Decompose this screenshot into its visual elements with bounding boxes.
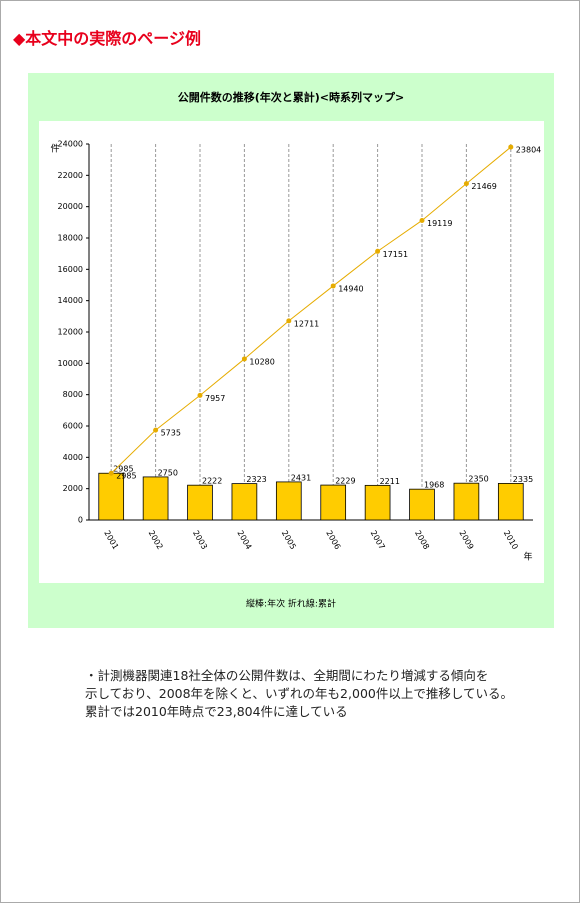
bar (142, 476, 169, 521)
line-label: 12711 (294, 319, 319, 328)
y-tick-label: 18000 (58, 234, 83, 243)
y-tick-label: 2000 (63, 484, 83, 493)
y-tick-label: 22000 (58, 171, 83, 180)
y-tick-label: 0 (78, 516, 83, 525)
chart-title: 公開件数の推移(年次と累計)<時系列マップ> (178, 90, 405, 104)
bar (320, 484, 347, 521)
y-tick-label: 10000 (58, 359, 83, 368)
y-tick-label: 4000 (63, 453, 83, 462)
bar (409, 488, 435, 521)
bar (453, 482, 480, 521)
line-marker (463, 181, 469, 187)
bar-label: 2985 (113, 465, 133, 474)
y-tick-label: 16000 (58, 265, 83, 274)
bar (497, 483, 524, 521)
chart-note: 縦棒:年次 折れ線:累計 (246, 598, 336, 610)
bar-label: 2229 (335, 477, 355, 486)
bar (187, 484, 213, 521)
line-marker (330, 283, 336, 289)
line-label: 19119 (427, 219, 452, 228)
line-label: 17151 (383, 250, 408, 259)
bar-label: 2222 (202, 477, 222, 486)
y-tick-label: 6000 (63, 422, 83, 431)
bar (98, 472, 125, 521)
y-axis-label: 件 (50, 143, 59, 155)
line-marker (153, 427, 159, 433)
header-title: ◆本文中の実際のページ例 (13, 29, 201, 48)
paragraph-line: 累計では2010年時点で23,804件に達している (85, 704, 348, 719)
line-label: 5735 (161, 429, 181, 438)
bar-label: 1968 (424, 481, 444, 490)
bar (275, 481, 302, 521)
line-label: 7957 (205, 394, 225, 403)
bar (364, 484, 391, 521)
line-marker (241, 356, 247, 362)
line-marker (286, 318, 292, 324)
paragraph-line: ・計測機器関連18社全体の公開件数は、全期間にわたり増減する傾向を (85, 668, 489, 683)
line-label: 14940 (338, 284, 363, 293)
line-label: 21469 (471, 182, 496, 191)
bar-label: 2431 (291, 473, 311, 482)
y-tick-label: 20000 (58, 202, 83, 211)
y-tick-label: 14000 (58, 296, 83, 305)
line-label: 10280 (249, 357, 274, 366)
y-tick-label: 24000 (58, 140, 83, 149)
line-label: 23804 (516, 146, 541, 155)
x-axis-label: 年 (523, 551, 532, 563)
line-marker (197, 392, 203, 398)
y-tick-label: 12000 (58, 328, 83, 337)
paragraph: ・計測機器関連18社全体の公開件数は、全期間にわたり増減する傾向を示しており、2… (85, 667, 513, 721)
y-tick-label: 8000 (63, 390, 83, 399)
line-marker (375, 248, 381, 254)
line-label: 2985 (116, 472, 136, 481)
chart: 公開件数の推移(年次と累計)<時系列マップ> 件 年 縦棒:年次 折れ線:累計 … (28, 73, 554, 628)
bar-label: 2750 (158, 468, 178, 477)
bar-label: 2350 (468, 475, 488, 484)
paragraph-line: 示しており、2008年を除くと、いずれの年も2,000件以上で推移している。 (85, 686, 513, 701)
bar-label: 2211 (380, 477, 400, 486)
bar-label: 2335 (513, 475, 533, 484)
line-marker (419, 217, 425, 223)
line-marker (508, 144, 514, 150)
bar (231, 483, 258, 521)
line (110, 146, 512, 474)
line-marker (108, 470, 114, 476)
bar-label: 2323 (246, 475, 266, 484)
